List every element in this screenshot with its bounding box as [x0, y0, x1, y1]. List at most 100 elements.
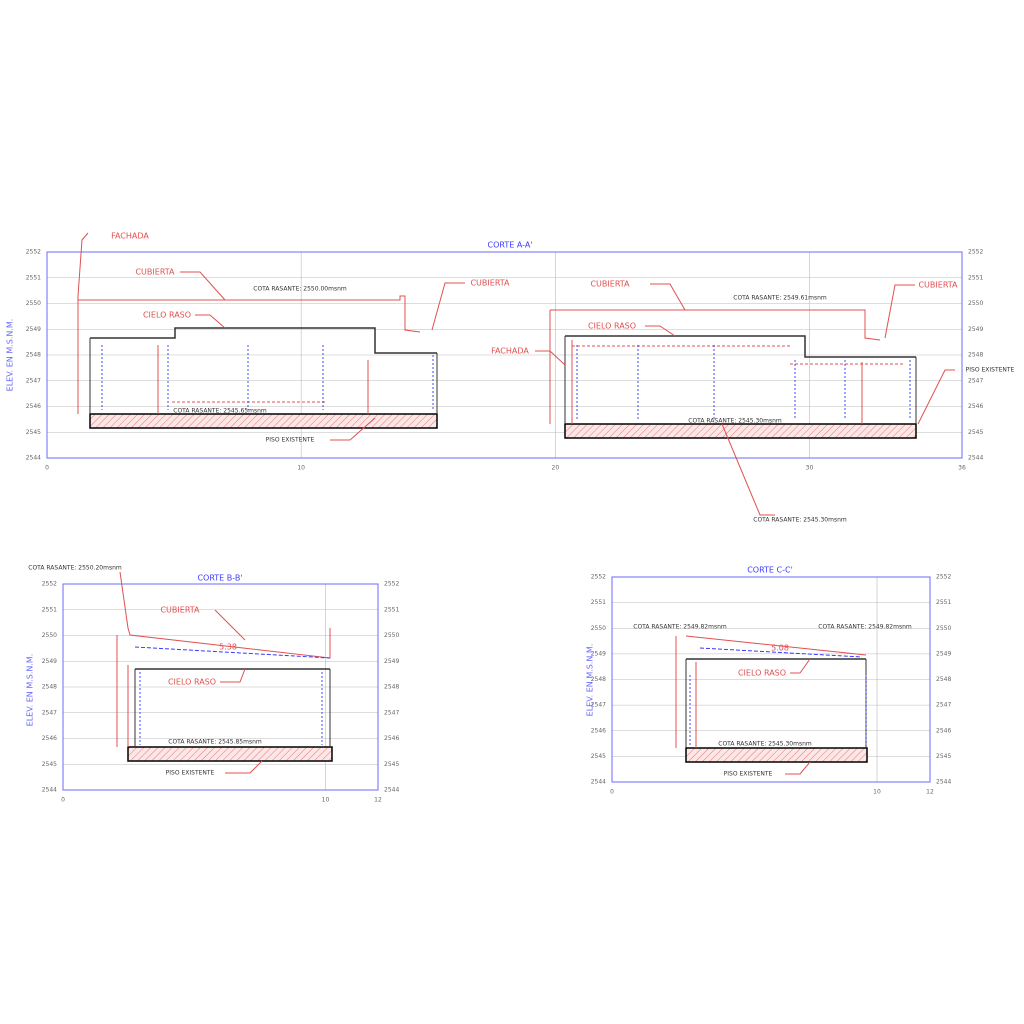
x-tick-label: 36	[958, 465, 966, 472]
y-tick-label-right: 2549	[968, 326, 983, 333]
y-tick-label-right: 2551	[936, 599, 951, 606]
y-tick-label-right: 2548	[968, 352, 983, 359]
annotation: CIELO RASO	[168, 678, 216, 687]
y-tick-label-right: 2552	[384, 581, 399, 588]
annotation: COTA RASANTE: 2545.30msnm	[718, 741, 812, 748]
y-tick-label-right: 2552	[968, 249, 983, 256]
y-tick-label: 2544	[26, 455, 41, 462]
y-tick-label: 2552	[26, 249, 41, 256]
y-tick-label-right: 2544	[384, 787, 399, 794]
section-title: CORTE B-B'	[197, 574, 242, 583]
annotation: COTA RASANTE: 2550.20msnm	[28, 565, 122, 572]
y-tick-label: 2551	[591, 599, 606, 606]
annotation: COTA RASANTE: 2549.82msnm	[818, 624, 912, 631]
y-tick-label: 2548	[42, 684, 57, 691]
annotation: 5.38	[219, 643, 237, 652]
y-tick-label-right: 2548	[384, 684, 399, 691]
x-tick-label: 12	[926, 789, 934, 796]
y-tick-label-right: 2552	[936, 574, 951, 581]
building-a-left	[77, 232, 465, 441]
x-tick-label: 0	[610, 789, 614, 796]
annotation: FACHADA	[111, 232, 149, 241]
y-tick-label: 2548	[26, 352, 41, 359]
y-tick-label: 2551	[26, 274, 41, 281]
annotation: CUBIERTA	[135, 268, 175, 277]
annotation: CUBIERTA	[160, 606, 200, 615]
x-tick-label: 20	[552, 465, 560, 472]
y-tick-label: 2545	[42, 761, 57, 768]
y-tick-label: 2544	[42, 787, 57, 794]
y-tick-label: 2550	[26, 300, 41, 307]
y-tick-label-right: 2546	[968, 403, 983, 410]
y-tick-label-right: 2547	[384, 709, 399, 716]
building-b	[116, 571, 333, 774]
annotation: CIELO RASO	[738, 669, 786, 678]
y-tick-label-right: 2549	[384, 658, 399, 665]
annotation: COTA RASANTE: 2550.00msnm	[253, 286, 347, 293]
y-tick-label-right: 2550	[384, 632, 399, 639]
x-tick-label: 10	[297, 465, 305, 472]
y-tick-label: 2549	[42, 658, 57, 665]
x-tick-label: 10	[322, 797, 330, 804]
y-axis-label: ELEV. EN M.S.N.M.	[586, 644, 595, 717]
y-tick-label: 2551	[42, 606, 57, 613]
annotation: COTA RASANTE: 2545.30msnm	[753, 517, 847, 524]
building-a-right	[535, 283, 955, 516]
y-tick-label: 2549	[26, 326, 41, 333]
section-title: CORTE C-C'	[747, 566, 793, 575]
annotation: COTA RASANTE: 2545.85msnm	[168, 739, 262, 746]
building-c	[675, 635, 868, 775]
y-axis-label: ELEV. EN M.S.N.M.	[26, 654, 35, 727]
y-tick-label: 2546	[42, 735, 57, 742]
y-tick-label-right: 2545	[968, 429, 983, 436]
y-tick-label: 2544	[591, 779, 606, 786]
y-tick-label: 2549	[591, 650, 606, 657]
axes: 2552 2552 2551 2551 2550 2550 2549 2549 2548 2548…	[26, 249, 984, 804]
y-tick-label: 2547	[26, 377, 41, 384]
frame	[46, 251, 963, 459]
y-axis-label: ELEV. EN M.S.N.M.	[6, 319, 15, 392]
y-tick-label-right: 2548	[936, 676, 951, 683]
annotation: COTA RASANTE: 2545.30msnm	[688, 418, 782, 425]
x-tick-label: 30	[806, 465, 814, 472]
frame	[62, 583, 379, 791]
y-tick-label-right: 2550	[936, 625, 951, 632]
annotation: FACHADA	[491, 347, 529, 356]
annotation: CIELO RASO	[143, 311, 191, 320]
y-tick-label: 2550	[591, 625, 606, 632]
y-tick-label-right: 2550	[968, 300, 983, 307]
y-tick-label: 2552	[591, 574, 606, 581]
annotation: COTA RASANTE: 2549.61msnm	[733, 295, 827, 302]
labels: CORTE A-A' ELEV. EN M.S.N.M. FACHADA CUBIER…	[6, 232, 1015, 778]
y-tick-label-right: 2546	[936, 727, 951, 734]
x-tick-label: 10	[873, 789, 881, 796]
x-tick-label: 12	[374, 797, 382, 804]
y-tick-label-right: 2545	[384, 761, 399, 768]
annotation: PISO EXISTENTE	[166, 770, 215, 777]
annotation: 5.08	[771, 644, 789, 653]
y-tick-label-right: 2547	[936, 702, 951, 709]
y-tick-label: 2548	[591, 676, 606, 683]
annotation: CUBIERTA	[470, 279, 510, 288]
y-tick-label: 2550	[42, 632, 57, 639]
y-tick-label-right: 2551	[968, 274, 983, 281]
y-tick-label: 2545	[591, 753, 606, 760]
y-tick-label-right: 2546	[384, 735, 399, 742]
y-tick-label: 2552	[42, 581, 57, 588]
y-tick-label-right: 2545	[936, 753, 951, 760]
y-tick-label: 2547	[42, 709, 57, 716]
annotation: CUBIERTA	[918, 281, 958, 290]
annotation: PISO EXISTENTE	[724, 771, 773, 778]
annotation: COTA RASANTE: 2545.65msnm	[173, 408, 267, 415]
annotation: COTA RASANTE: 2549.82msnm	[633, 624, 727, 631]
x-tick-label: 0	[61, 797, 65, 804]
y-tick-label: 2546	[591, 727, 606, 734]
annotation: PISO EXISTENTE	[966, 367, 1015, 374]
annotation: CIELO RASO	[588, 322, 636, 331]
x-tick-label: 0	[45, 465, 49, 472]
y-tick-label-right: 2544	[936, 779, 951, 786]
y-tick-label-right: 2549	[936, 650, 951, 657]
y-tick-label: 2547	[591, 702, 606, 709]
annotation: CUBIERTA	[590, 280, 630, 289]
